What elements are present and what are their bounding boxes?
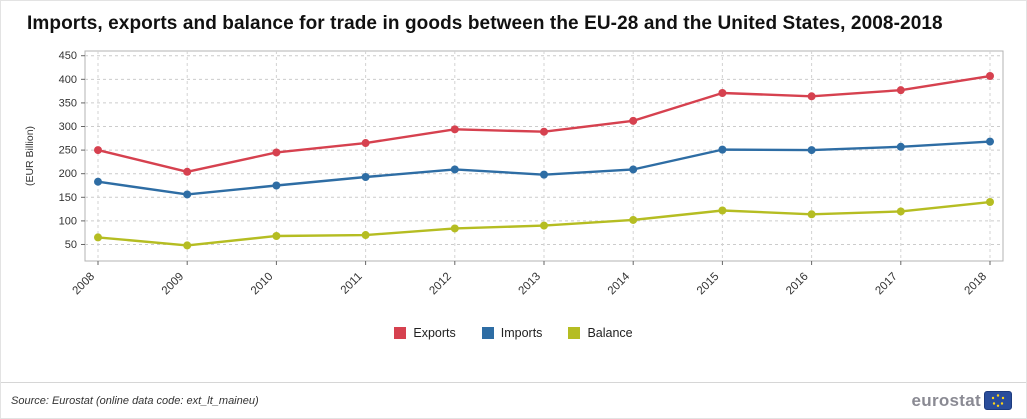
svg-text:50: 50 [65,239,77,251]
svg-text:2018: 2018 [963,271,990,298]
eurostat-flag-icon [984,391,1012,410]
svg-text:(EUR Billion): (EUR Billion) [24,126,36,186]
svg-text:2012: 2012 [427,271,454,298]
legend-item-imports: Imports [481,326,543,340]
svg-text:2015: 2015 [695,271,722,298]
legend-label-balance: Balance [587,326,633,340]
legend-swatch-imports [481,327,494,339]
legend-label-exports: Exports [413,326,456,340]
eurostat-logo: eurostat [912,391,1012,411]
svg-text:150: 150 [59,192,77,204]
trade-line-chart: 50 100 150 200 250 300 350 400 450 2008 2009 2010 20… [24,50,1004,298]
legend-item-balance: Balance [568,326,633,340]
svg-text:400: 400 [59,74,77,86]
svg-text:2017: 2017 [873,271,900,298]
svg-text:2010: 2010 [249,271,276,298]
chart-area: 50 100 150 200 250 300 350 400 450 2008 2009 2010 20… [19,41,1017,333]
legend-item-exports: Exports [394,326,456,340]
svg-text:2013: 2013 [517,271,544,298]
eurostat-logo-text: eurostat [911,390,981,410]
legend-swatch-exports [394,327,407,339]
chart-legend: Exports Imports Balance [1,321,1026,345]
svg-text:300: 300 [59,121,77,133]
chart-title: Imports, exports and balance for trade i… [27,13,943,34]
svg-text:2009: 2009 [160,271,187,298]
svg-text:2008: 2008 [71,271,98,298]
svg-text:350: 350 [59,97,77,109]
source-note: Source: Eurostat (online data code: ext_… [11,394,259,407]
legend-swatch-balance [568,327,581,339]
svg-text:200: 200 [59,168,77,180]
svg-text:100: 100 [59,215,77,227]
svg-text:2016: 2016 [784,271,811,298]
svg-text:250: 250 [59,145,77,157]
svg-text:2011: 2011 [339,271,365,297]
chart-footer: Source: Eurostat (online data code: ext_… [1,382,1026,418]
svg-text:2014: 2014 [606,270,633,297]
legend-label-imports: Imports [500,326,543,340]
svg-text:450: 450 [59,50,77,62]
